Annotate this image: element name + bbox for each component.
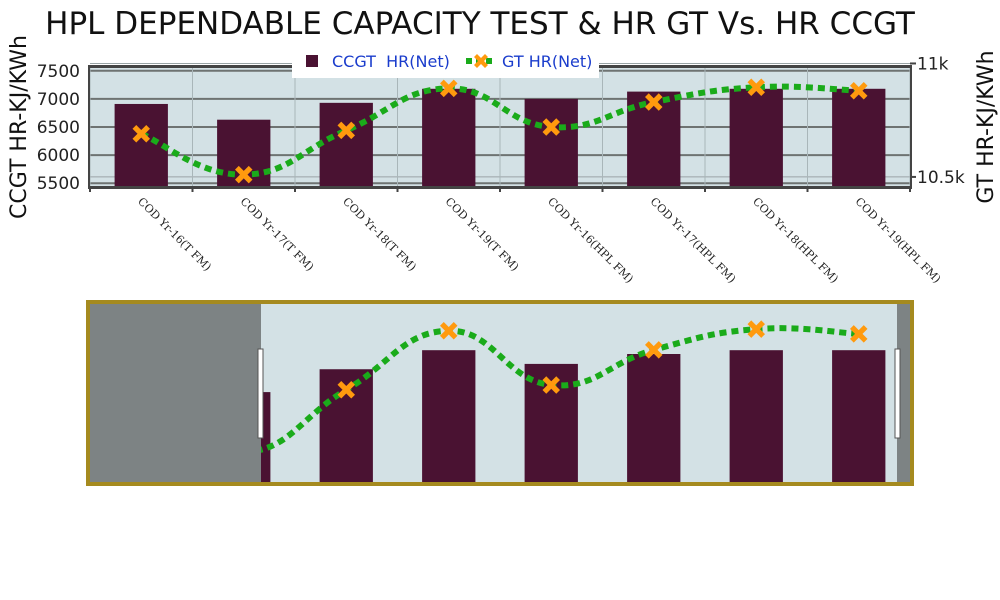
line-marker[interactable] — [645, 93, 663, 111]
bar[interactable] — [627, 91, 681, 186]
bar[interactable] — [319, 102, 373, 186]
y-axis: 5500 6000 6500 7000 7500 — [37, 62, 80, 194]
y2-tick-label: 11k — [917, 54, 949, 74]
y-tick-label: 6000 — [37, 146, 80, 166]
range-slider-mask-left — [90, 304, 261, 482]
bar[interactable] — [832, 88, 886, 186]
x-tick-label: COD Yr-16(HPL FM) — [545, 195, 636, 286]
x-tick-label: COD Yr-16(T FM) — [135, 195, 214, 274]
legend-swatch-ccgt — [306, 55, 318, 67]
line-path — [140, 83, 859, 178]
y2-tick-label: 10.5k — [917, 168, 965, 188]
y-tick-label: 7000 — [37, 90, 80, 110]
slider-line-path — [139, 325, 859, 456]
bar-series — [114, 88, 886, 186]
x-tick-label: COD Yr-17(HPL FM) — [648, 195, 739, 286]
line-series — [132, 78, 868, 184]
slider-line-marker — [850, 325, 868, 343]
y2-axis: 10.5k 11k — [910, 54, 965, 188]
x-tick-label: COD Yr-18(HPL FM) — [750, 195, 841, 286]
slider-line-marker — [337, 381, 355, 399]
slider-line-marker — [747, 320, 765, 338]
y-tick-label: 7500 — [37, 62, 80, 82]
y2-axis-title: GT HR-KJ/KWh — [974, 50, 999, 203]
x-axis: COD Yr-16(T FM) COD Yr-17(T FM) COD Yr-18(… — [89, 186, 944, 286]
line-marker[interactable] — [235, 165, 253, 184]
line-marker[interactable] — [542, 118, 561, 136]
line-marker[interactable] — [747, 78, 766, 97]
line-marker[interactable] — [850, 81, 868, 100]
bar[interactable] — [524, 98, 578, 186]
range-slider[interactable] — [86, 300, 914, 486]
y-axis-title: CCGT HR-KJ/KWh — [7, 35, 32, 219]
bar[interactable] — [114, 103, 168, 186]
slider-line-marker — [542, 376, 560, 394]
y-tick-label: 5500 — [37, 174, 80, 194]
slider-line-marker — [645, 341, 663, 359]
slider-bar — [422, 350, 476, 482]
slider-bar — [832, 350, 886, 482]
x-tick-label: COD Yr-18(T FM) — [340, 195, 419, 274]
slider-line-marker — [440, 321, 458, 340]
x-tick-label: COD Yr-19(T FM) — [443, 195, 522, 274]
legend-swatch-gt-marker — [474, 54, 488, 68]
line-marker[interactable] — [132, 125, 151, 143]
legend-label-gt[interactable]: GT HR(Net) — [502, 52, 592, 71]
range-slider-handle-left[interactable] — [257, 348, 264, 439]
y-tick-label: 6500 — [37, 118, 80, 138]
x-tick-label: COD Yr-17(T FM) — [238, 195, 317, 274]
line-marker[interactable] — [337, 121, 356, 140]
chart-title: HPL DEPENDABLE CAPACITY TEST & HR GT Vs.… — [45, 6, 916, 42]
x-tick-label: COD Yr-19(HPL FM) — [853, 195, 944, 286]
range-slider-handle-right[interactable] — [894, 348, 901, 439]
bar[interactable] — [422, 88, 476, 186]
legend-label-ccgt[interactable]: CCGT HR(Net) — [332, 52, 450, 71]
slider-bar — [729, 350, 783, 482]
bar[interactable] — [729, 88, 783, 186]
line-marker[interactable] — [440, 79, 458, 98]
legend[interactable]: CCGT HR(Net) GT HR(Net) — [292, 44, 599, 78]
legend-background — [292, 44, 599, 78]
slider-bar — [627, 354, 681, 482]
